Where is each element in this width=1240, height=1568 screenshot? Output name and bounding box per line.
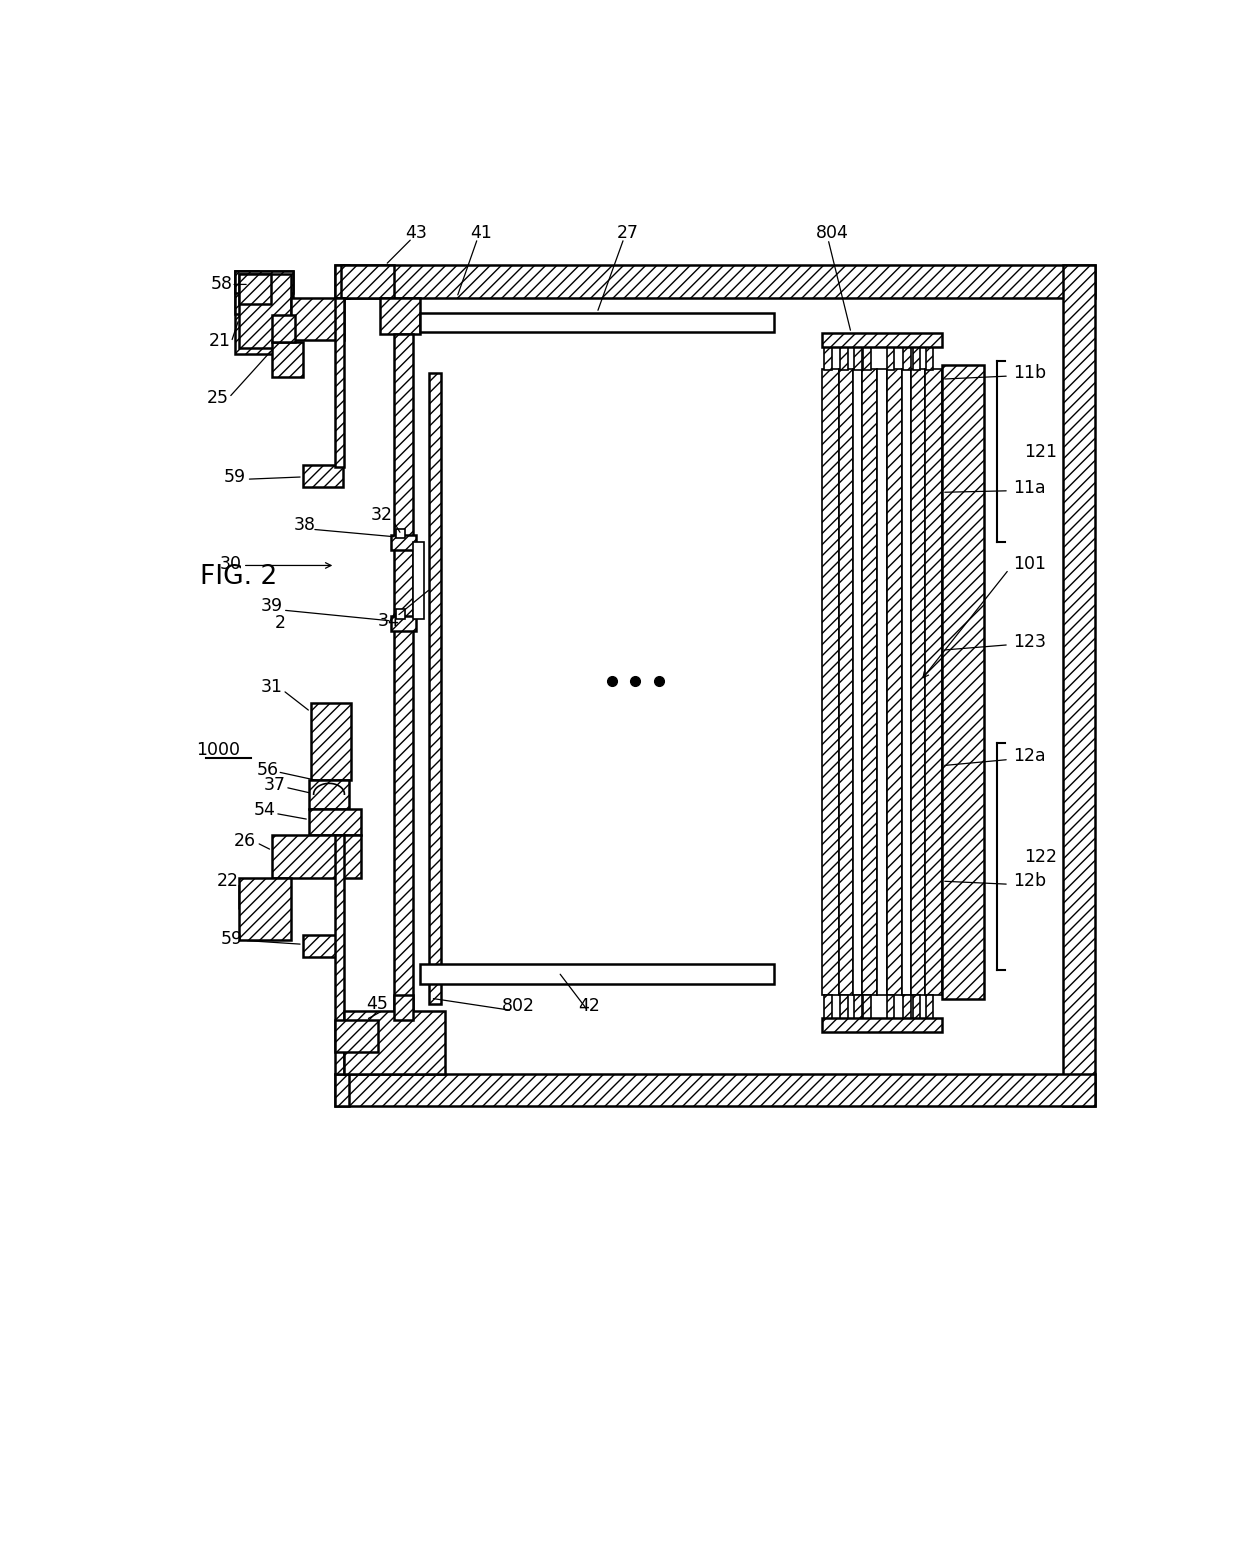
Bar	[396, 610, 405, 619]
Bar	[335, 1074, 1095, 1105]
Bar	[854, 342, 862, 370]
Bar	[822, 332, 942, 347]
Bar	[429, 373, 441, 1005]
Bar	[303, 466, 343, 488]
Bar	[272, 315, 295, 342]
Bar	[926, 342, 934, 370]
Bar	[335, 265, 350, 298]
Text: 26: 26	[233, 833, 255, 850]
Bar	[341, 265, 394, 298]
Text: 11b: 11b	[1013, 364, 1045, 383]
Bar	[345, 1010, 444, 1074]
Text: 25: 25	[207, 389, 229, 406]
Bar	[913, 342, 920, 370]
Bar	[239, 274, 272, 304]
Bar	[413, 543, 424, 619]
Bar	[904, 342, 911, 370]
Text: 45: 45	[367, 996, 388, 1013]
Text: 123: 123	[1013, 633, 1045, 651]
Bar	[901, 368, 911, 996]
Bar	[822, 368, 838, 996]
Bar	[272, 836, 361, 878]
Bar	[236, 271, 293, 354]
Bar	[825, 342, 832, 370]
Bar	[925, 368, 942, 996]
Bar	[863, 996, 872, 1019]
Text: 41: 41	[470, 224, 492, 241]
Bar	[904, 996, 911, 1019]
Text: 31: 31	[262, 677, 283, 696]
Text: 37: 37	[264, 776, 286, 793]
Bar	[853, 368, 862, 996]
Bar	[309, 779, 350, 809]
Text: 122: 122	[1024, 848, 1058, 866]
Text: 38: 38	[294, 516, 315, 535]
Bar	[841, 996, 848, 1019]
Text: 42: 42	[578, 997, 600, 1014]
Text: 121: 121	[1024, 442, 1058, 461]
Bar	[887, 996, 894, 1019]
Bar	[236, 271, 258, 314]
Text: 59: 59	[224, 467, 247, 486]
Bar	[394, 996, 413, 1019]
Bar	[335, 1074, 350, 1105]
Text: 30: 30	[219, 555, 242, 572]
Text: FIG. 2: FIG. 2	[201, 564, 278, 590]
Bar	[309, 809, 361, 836]
Bar	[291, 298, 343, 340]
Bar	[303, 935, 343, 956]
Bar	[822, 1018, 942, 1032]
Bar	[239, 274, 291, 348]
Text: 802: 802	[502, 997, 534, 1014]
Text: 27: 27	[616, 224, 639, 241]
Text: 59: 59	[221, 930, 242, 949]
Bar	[272, 342, 303, 376]
Bar	[838, 368, 853, 996]
Text: 21: 21	[208, 331, 231, 350]
Text: 39: 39	[260, 596, 283, 615]
Text: 12b: 12b	[1013, 872, 1045, 891]
Bar	[379, 298, 420, 334]
Bar	[236, 271, 293, 293]
Text: 32: 32	[371, 506, 392, 524]
Bar	[854, 996, 862, 1019]
Bar	[396, 528, 405, 538]
Bar	[392, 616, 417, 630]
Bar	[335, 1019, 377, 1052]
Text: 58: 58	[211, 276, 232, 293]
Text: 101: 101	[1013, 555, 1045, 572]
Text: 54: 54	[253, 801, 275, 820]
Bar	[911, 368, 925, 996]
Bar	[862, 368, 877, 996]
Text: 12a: 12a	[1013, 748, 1045, 765]
Bar	[394, 334, 413, 1011]
Bar	[420, 964, 774, 983]
Bar	[310, 702, 351, 779]
Text: 43: 43	[405, 224, 427, 241]
Bar	[420, 314, 774, 332]
Text: 804: 804	[816, 224, 848, 241]
Bar	[877, 368, 887, 996]
Bar	[1063, 265, 1095, 1105]
Bar	[335, 836, 345, 1074]
Text: 22: 22	[217, 872, 238, 891]
Bar	[239, 878, 291, 939]
Bar	[942, 365, 985, 999]
Bar	[335, 298, 345, 467]
Text: 11a: 11a	[1013, 480, 1045, 497]
Bar	[825, 996, 832, 1019]
Bar	[926, 996, 934, 1019]
Bar	[887, 342, 894, 370]
Text: 34: 34	[378, 612, 401, 630]
Bar	[841, 342, 848, 370]
Bar	[335, 265, 1095, 298]
Bar	[913, 996, 920, 1019]
Bar	[863, 342, 872, 370]
Bar	[392, 535, 417, 550]
Bar	[887, 368, 901, 996]
Text: 2: 2	[274, 615, 285, 632]
Text: 56: 56	[257, 760, 279, 778]
Text: 1000: 1000	[196, 742, 241, 759]
